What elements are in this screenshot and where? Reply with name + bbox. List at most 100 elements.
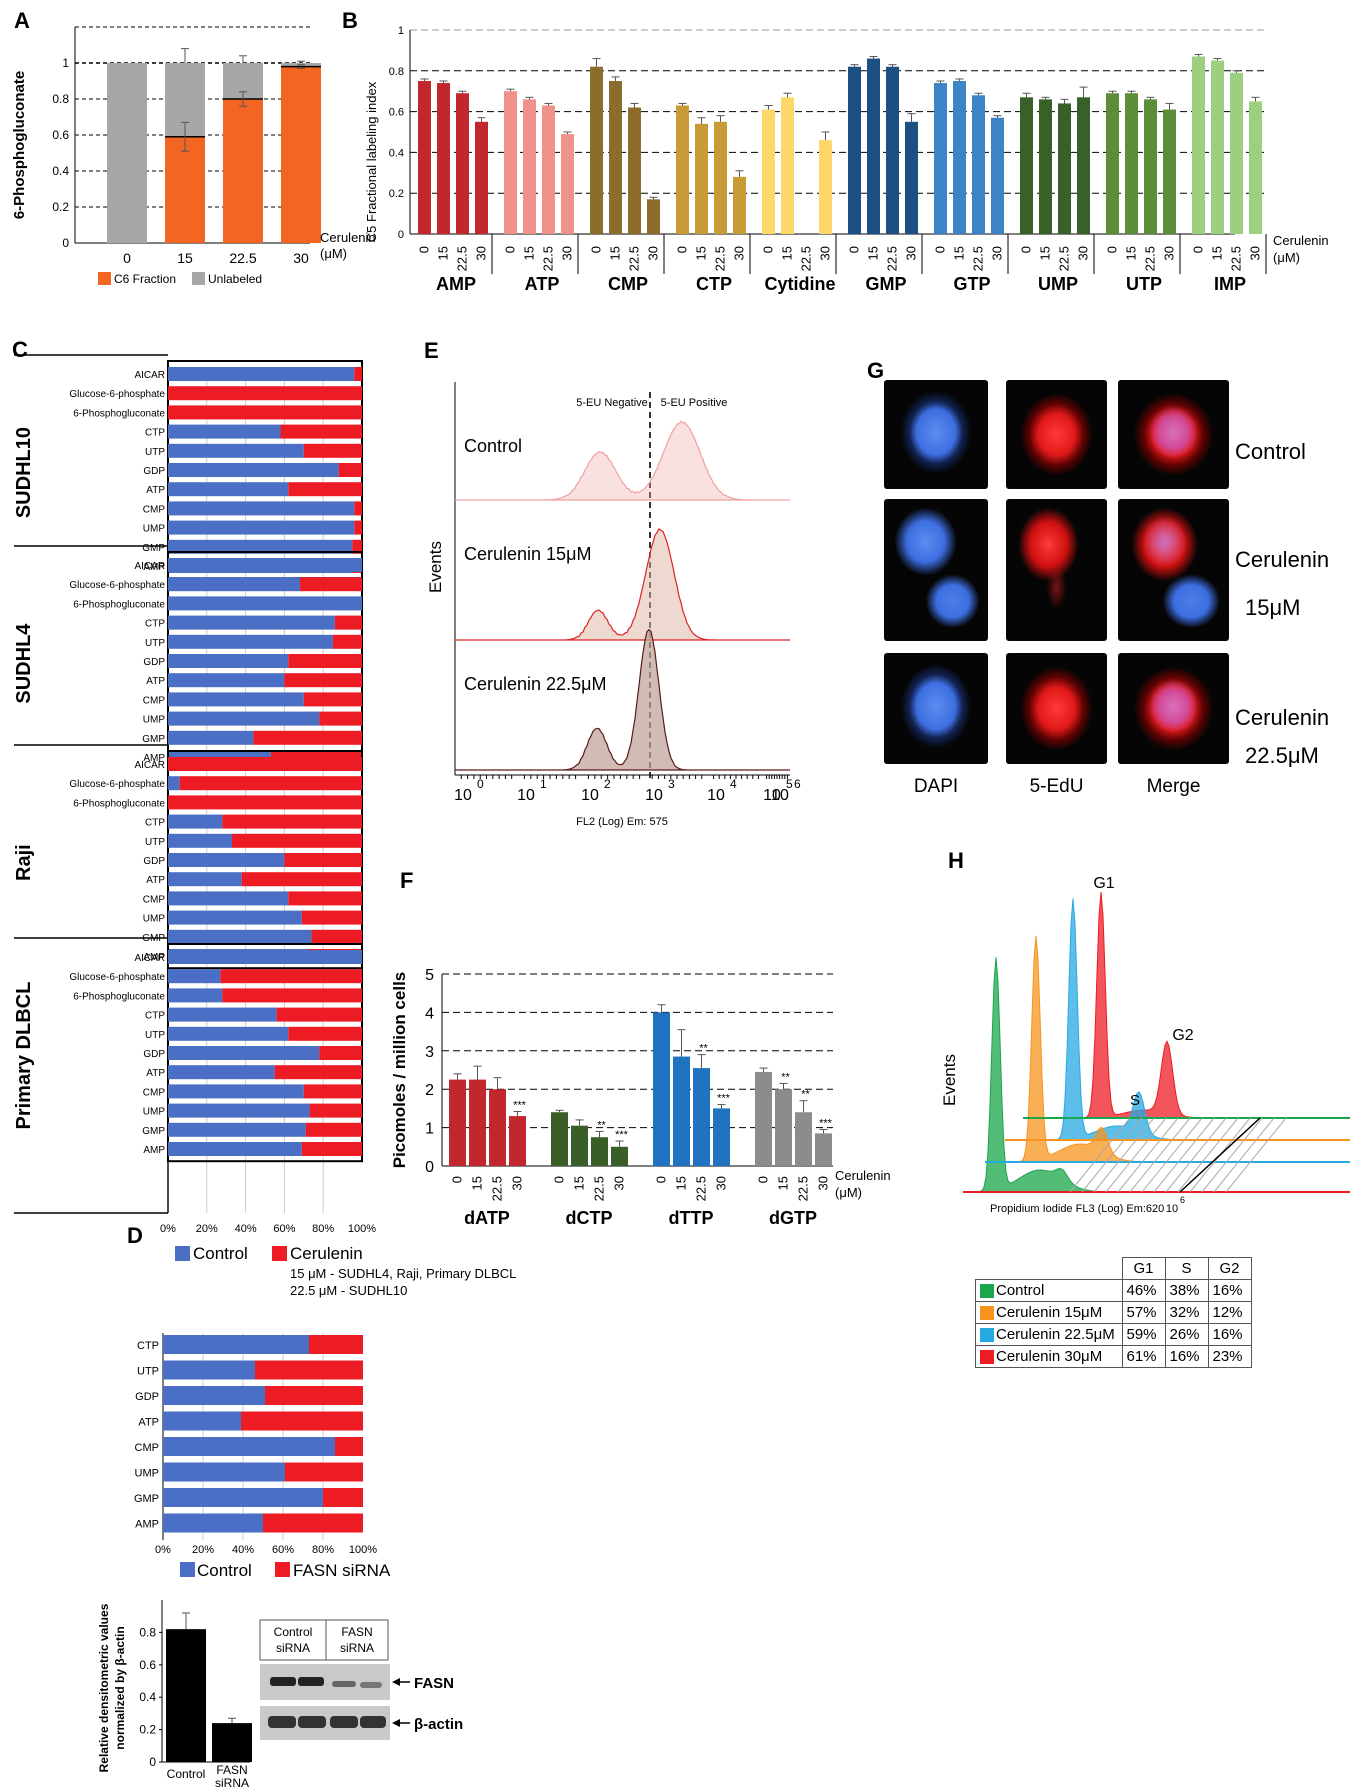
f-bar-datp: [469, 1079, 486, 1166]
c-bar-cerulenin: [303, 443, 362, 458]
d-bar-fasn: [241, 1411, 363, 1431]
h-floor-hatch: [1141, 1117, 1203, 1193]
c-bar-control: [168, 853, 285, 867]
d-legend-swatch-fasn: [275, 1562, 290, 1577]
g-row-label-dose: 15μM: [1245, 595, 1301, 620]
b-group-label: ATP: [525, 274, 560, 294]
h-floor-hatch: [1081, 1117, 1143, 1193]
e-xtick-exp: 0: [477, 777, 484, 791]
b-bar-amp: [456, 93, 469, 235]
f-bar-dgtp: [755, 1071, 772, 1166]
f-bar-dctp: [591, 1137, 608, 1166]
c-bar-control: [168, 1103, 310, 1118]
b-dose-tick: 22.5: [885, 246, 900, 271]
b-ytick: 0.6: [389, 107, 404, 119]
b-dose-tick: 0: [417, 246, 432, 253]
b-dose-tick: 15: [1210, 246, 1225, 260]
f-bar-dgtp: [815, 1133, 832, 1166]
f-bar-datp: [509, 1116, 526, 1166]
b-bar-cytidine: [819, 140, 832, 234]
b-bar-cmp: [590, 66, 603, 234]
a-ytick: 0.8: [52, 92, 69, 106]
c-row-label: GDP: [143, 657, 165, 668]
c-group-label: Primary DLBCL: [13, 982, 35, 1130]
c-row-label: CMP: [143, 1087, 166, 1098]
g-col-label: 5-EdU: [1029, 776, 1084, 797]
e-label-ceru15: Cerulenin 15μM: [464, 544, 591, 564]
c-group-label: SUDHL10: [13, 427, 35, 518]
h-table-row: Control 46% 38% 16%: [975, 1279, 1252, 1302]
d-row-label: ATP: [138, 1417, 159, 1429]
dd-ytick: 0.6: [139, 1658, 156, 1672]
panel-letter-d: D: [127, 1223, 143, 1248]
c-row-label: Glucose-6-phosphate: [69, 389, 165, 400]
f-group-label: dGTP: [769, 1208, 817, 1228]
b-group-label: AMP: [436, 274, 476, 294]
a-xtick: 30: [293, 250, 309, 266]
f-sig: ***: [819, 1118, 833, 1130]
c-bar-control: [168, 501, 355, 516]
h-floor-hatch: [1177, 1117, 1239, 1193]
b-dose-tick: 15: [866, 246, 881, 260]
c-row-label: CMP: [143, 894, 166, 905]
c-row-label: AMP: [143, 753, 165, 764]
b-bar-gmp: [867, 58, 880, 235]
c-row-label: ATP: [146, 1068, 165, 1079]
c-bar-cerulenin: [288, 1026, 362, 1041]
wb-actin-band: [360, 1716, 386, 1728]
d-row-label: GDP: [135, 1391, 159, 1403]
d-bar-fasn: [309, 1335, 363, 1354]
c-bar-cerulenin: [220, 969, 362, 984]
c-bar-cerulenin: [232, 833, 362, 848]
b-bar-cytidine: [762, 109, 775, 234]
h-table-value: 32%: [1164, 1301, 1209, 1324]
f-sig: ***: [615, 1129, 629, 1141]
g-row-label: Cerulenin: [1235, 547, 1330, 572]
b-ytick: 0: [398, 229, 404, 241]
c-row-label: AMP: [143, 1145, 165, 1156]
c-row-label: 6-Phosphogluconate: [73, 408, 165, 419]
h-floor-black: [1179, 1117, 1261, 1193]
b-ytick: 0.2: [389, 188, 404, 200]
c-bar-cerulenin: [284, 673, 362, 688]
d-bar-fasn: [265, 1386, 363, 1405]
c-bar-control: [168, 969, 221, 984]
h-table-value: 16%: [1207, 1279, 1252, 1302]
c-bar-control: [168, 988, 223, 1003]
f-sig: **: [699, 1043, 708, 1055]
g-col-label: Merge: [1146, 776, 1201, 797]
b-bar-gmp: [905, 121, 918, 234]
d-xtick: 100%: [349, 1544, 377, 1556]
b-bar-gmp: [848, 66, 861, 234]
e-xtick-exp-last: 6: [794, 777, 801, 791]
b-bar-atp: [504, 91, 517, 234]
b-dose-tick: 0: [1019, 246, 1034, 253]
f-dose-tick: 15: [674, 1176, 689, 1190]
b-bar-ctp: [733, 176, 746, 234]
h-table-value: 23%: [1207, 1345, 1252, 1368]
f-dose-tick: 30: [612, 1176, 627, 1190]
c-bar-control: [168, 634, 333, 649]
c-bar-cerulenin: [309, 1103, 362, 1118]
b-bar-gtp: [953, 81, 966, 234]
wb-fasn-band: [298, 1677, 324, 1686]
h-floor-hatch: [1213, 1117, 1275, 1193]
b-dose-tick: 30: [560, 246, 575, 260]
c-bar-control: [168, 1142, 302, 1156]
wb-actin-band: [268, 1716, 296, 1728]
c-bar-cerulenin: [168, 386, 362, 401]
c-bar-cerulenin: [253, 730, 362, 745]
wb-arrowhead-fasn: [392, 1678, 400, 1686]
h-floor-hatch: [1069, 1117, 1131, 1193]
b-bar-ctp: [714, 121, 727, 234]
a-ytick: 1: [62, 56, 69, 70]
b-group-label: GTP: [953, 274, 990, 294]
c-bar-cerulenin: [168, 757, 362, 771]
c-row-label: GDP: [143, 466, 165, 477]
c-bar-control: [168, 929, 312, 944]
d-xtick: 40%: [232, 1544, 254, 1556]
c-legend-swatch-control: [175, 1246, 190, 1261]
h-table-header: G1 S G2: [975, 1257, 1252, 1280]
wb-actin-band: [330, 1716, 358, 1728]
c-row-label: Glucose-6-phosphate: [69, 580, 165, 591]
